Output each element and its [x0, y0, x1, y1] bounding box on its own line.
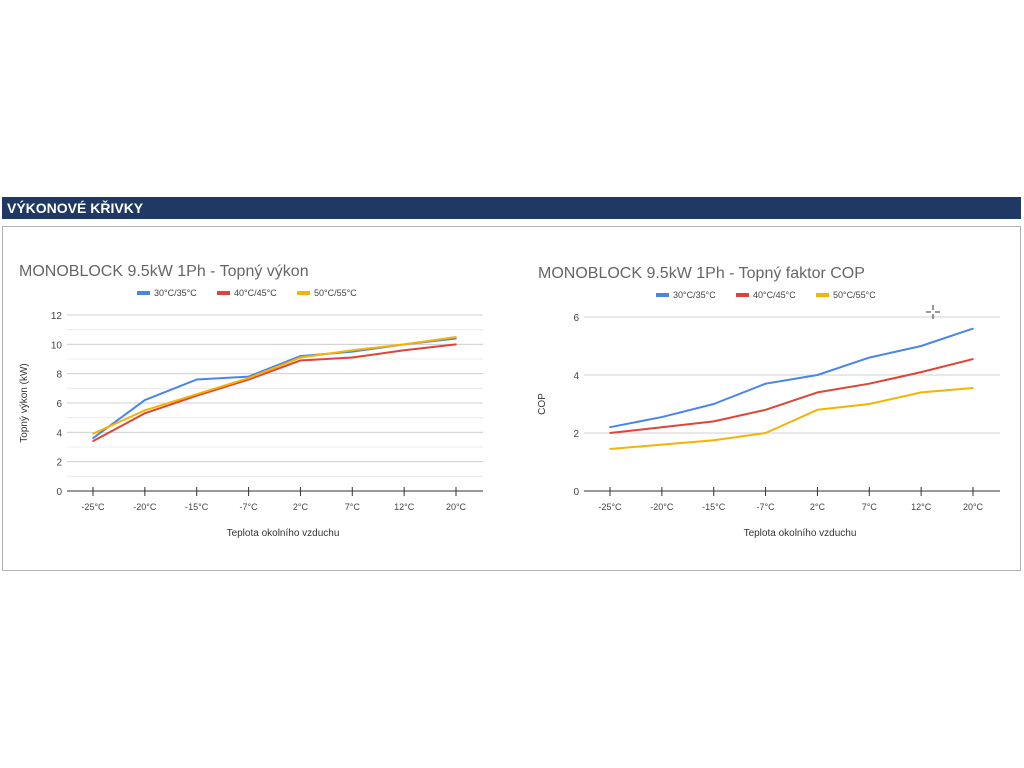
data-point — [92, 433, 94, 435]
y-tick-label: 8 — [56, 370, 62, 381]
data-point — [455, 336, 457, 338]
x-tick-label: 7°C — [345, 502, 361, 512]
legend-swatch — [816, 293, 829, 297]
data-point — [972, 387, 974, 389]
y-tick-label: 4 — [573, 371, 579, 382]
data-point — [247, 377, 250, 379]
legend-label: 50°C/55°C — [314, 288, 357, 298]
data-point — [299, 359, 302, 362]
data-point — [144, 399, 146, 401]
data-point — [351, 356, 354, 359]
series-line-5055 — [609, 387, 974, 450]
data-point — [609, 448, 611, 450]
y-tick-label: 6 — [56, 399, 62, 410]
x-tick-label: -7°C — [757, 502, 776, 512]
data-point — [972, 358, 974, 360]
data-point — [920, 345, 922, 347]
data-point — [816, 391, 819, 394]
series-line-5055 — [92, 336, 457, 435]
series-line-4045 — [609, 358, 974, 434]
data-point — [764, 382, 767, 385]
data-point — [661, 443, 663, 446]
data-point — [195, 378, 198, 381]
data-point — [972, 327, 974, 330]
data-point — [455, 343, 457, 346]
y-tick-label: 6 — [573, 313, 579, 324]
legend-label: 40°C/45°C — [234, 288, 277, 298]
x-tick-label: 20°C — [963, 502, 984, 512]
data-point — [144, 412, 146, 415]
y-tick-label: 2 — [573, 429, 579, 440]
y-axis-label: Topný výkon (kW) — [19, 363, 30, 442]
x-tick-label: 12°C — [394, 502, 415, 512]
legend-swatch — [217, 291, 230, 295]
data-point — [816, 409, 819, 411]
data-point — [92, 437, 94, 440]
y-tick-label: 12 — [51, 311, 63, 322]
legend-label: 30°C/35°C — [673, 290, 716, 300]
x-tick-label: 2°C — [810, 502, 826, 512]
legend-swatch — [297, 291, 310, 295]
data-point — [712, 403, 715, 405]
data-point — [661, 416, 663, 418]
data-point — [868, 382, 871, 385]
y-tick-label: 4 — [56, 428, 62, 439]
data-point — [816, 374, 819, 376]
data-point — [609, 426, 611, 429]
data-point — [712, 420, 715, 423]
x-tick-label: 2°C — [293, 502, 309, 512]
data-point — [764, 409, 767, 411]
crosshair-cursor-icon — [926, 305, 940, 319]
data-point — [920, 371, 922, 373]
data-point — [661, 426, 663, 429]
series-line-4045 — [92, 343, 457, 443]
legend-swatch — [137, 291, 150, 295]
series-line-3035 — [609, 327, 974, 429]
x-tick-label: 20°C — [446, 502, 467, 512]
legend-swatch — [736, 293, 749, 297]
data-point — [299, 355, 302, 357]
data-point — [403, 343, 405, 346]
legend-label: 40°C/45°C — [753, 290, 796, 300]
x-axis-label: Teplota okolního vzduchu — [227, 528, 340, 539]
x-tick-label: 7°C — [862, 502, 878, 512]
y-tick-label: 2 — [56, 458, 62, 469]
x-tick-label: -20°C — [650, 502, 674, 512]
y-axis-label: COP — [537, 393, 548, 415]
y-tick-label: 0 — [56, 487, 62, 498]
data-point — [299, 356, 302, 359]
data-point — [351, 349, 354, 352]
data-point — [195, 393, 198, 396]
legend-label: 30°C/35°C — [154, 288, 197, 298]
data-point — [403, 349, 405, 352]
data-point — [609, 432, 611, 434]
section-header: VÝKONOVÉ KŘIVKY — [2, 197, 1021, 219]
legend-swatch — [656, 293, 669, 297]
data-point — [868, 403, 871, 405]
x-tick-label: -15°C — [702, 502, 726, 512]
y-tick-label: 0 — [573, 487, 579, 498]
data-point — [455, 337, 457, 340]
x-tick-label: -7°C — [240, 502, 259, 512]
legend-label: 50°C/55°C — [833, 290, 876, 300]
x-tick-label: -25°C — [81, 502, 105, 512]
data-point — [920, 391, 922, 394]
x-tick-label: 12°C — [911, 502, 932, 512]
data-point — [764, 432, 767, 434]
data-point — [868, 356, 871, 359]
y-tick-label: 10 — [51, 340, 63, 351]
chart-title: MONOBLOCK 9.5kW 1Ph - Topný výkon — [19, 263, 309, 280]
x-tick-label: -20°C — [133, 502, 157, 512]
data-point — [92, 440, 94, 442]
x-axis-label: Teplota okolního vzduchu — [744, 528, 857, 539]
x-tick-label: -25°C — [598, 502, 622, 512]
charts-panel — [2, 226, 1021, 571]
data-point — [144, 409, 146, 412]
x-tick-label: -15°C — [185, 502, 209, 512]
data-point — [712, 439, 715, 442]
chart-title: MONOBLOCK 9.5kW 1Ph - Topný faktor COP — [538, 265, 865, 282]
data-point — [351, 350, 354, 353]
